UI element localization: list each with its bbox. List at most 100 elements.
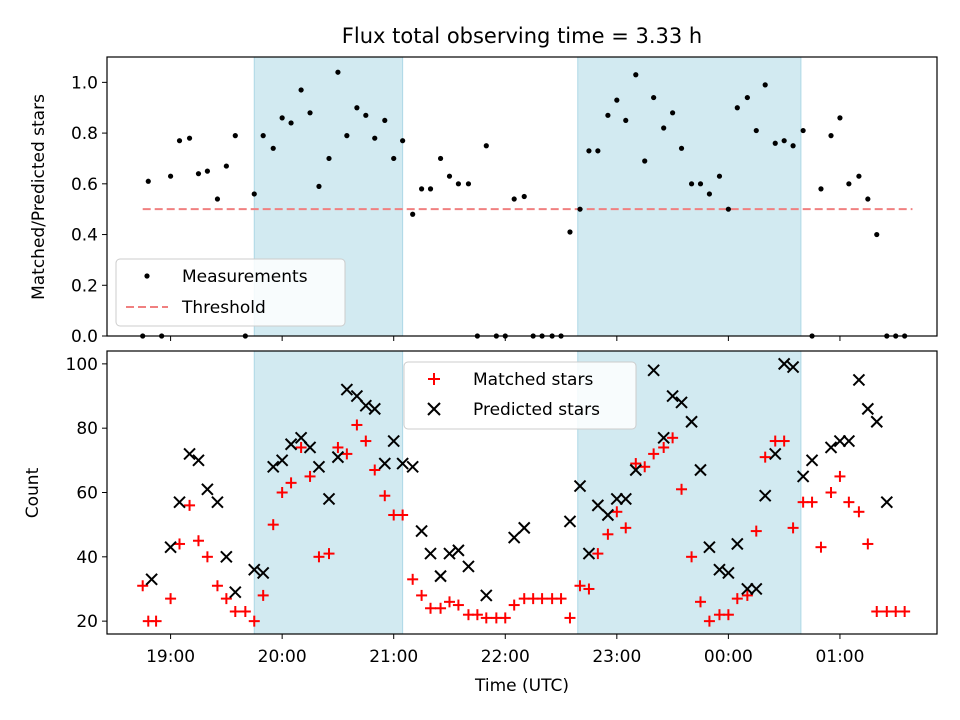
measurement-point [145,178,151,184]
predicted-star-point [145,573,158,586]
predicted-star-point [322,492,336,506]
matched-star-point [499,612,511,624]
top-y-tick-label: 1.0 [71,73,98,93]
predicted-star-point [340,383,354,396]
matched-star-point [667,432,679,444]
matched-star-point [435,602,447,614]
matched-star-point [871,605,883,617]
matched-star-point [397,509,409,521]
measurement-point [856,173,862,179]
matched-star-point [574,580,586,592]
matched-star-point [806,496,818,508]
matched-star-point [778,435,790,447]
bottom-y-tick-label: 100 [66,355,98,375]
predicted-star-point [406,460,419,473]
matched-star-point [211,580,223,592]
predicted-star-point [518,521,531,535]
predicted-star-point [694,463,707,477]
legend-threshold-label: Threshold [181,298,266,318]
matched-star-point [834,470,846,482]
predicted-star-point [303,441,317,454]
measurement-point [418,186,425,192]
bottom-legend: Matched stars Predicted stars [403,361,637,430]
predicted-star-point [378,457,391,470]
predicted-star-point [796,470,810,483]
predicted-star-point [769,447,782,461]
measurement-point [744,94,750,101]
measurement-point [605,112,611,118]
predicted-star-point [666,389,679,403]
predicted-star-point [229,585,242,599]
matched-star-point [592,548,604,560]
predicted-star-point [610,492,624,506]
matched-star-point [201,551,213,563]
predicted-star-point [601,508,615,522]
measurement-point [567,229,573,235]
matched-star-point [369,464,381,476]
top-y-axis-label: Matched/Predicted stars [29,94,49,300]
measurement-point [828,133,834,139]
predicted-star-point [275,454,289,467]
x-tick-label: 23:00 [592,647,641,667]
predicted-star-point [164,540,177,554]
measurement-point [382,117,388,124]
measurement-point [623,117,629,124]
measurement-point [363,112,369,118]
predicted-star-point [211,495,224,509]
matched-star-point [703,615,715,627]
measurement-point [688,181,695,187]
predicted-star-point [563,515,577,528]
measurement-point [818,186,824,192]
bottom-axis-ticks: 20 40 60 80 100 19:00 20:00 21:00 22:00 23:00 00:0… [66,355,865,667]
predicted-star-point [675,396,688,409]
measurement-point [697,181,704,187]
predicted-star-point [387,434,400,448]
measurement-point [706,191,713,197]
measurement-point [204,168,211,174]
predicted-star-point [657,431,670,445]
predicted-star-point [220,550,233,564]
predicted-star-point [359,399,373,412]
predicted-star-point [396,457,409,470]
matched-star-point [425,602,437,614]
measurement-point [716,173,723,179]
measurement-point [734,105,740,111]
matched-star-point [862,538,874,550]
measurement-point [521,193,527,200]
x-tick-label: 21:00 [369,647,418,667]
measurement-point [633,72,639,78]
measurement-point [781,138,787,144]
predicted-star-point [350,389,364,403]
x-tick-label: 00:00 [704,647,753,667]
measurement-point [298,87,304,93]
measurement-point [670,110,676,116]
predicted-star-point [573,479,587,493]
measurement-point [427,186,434,192]
matched-star-point [150,615,162,627]
measurement-point [753,127,759,134]
matched-star-point [787,522,799,534]
x-tick-label: 20:00 [258,647,307,667]
matched-star-point [620,522,632,534]
predicted-star-point [805,454,819,467]
measurement-point [595,148,601,154]
matched-star-point [267,519,279,531]
predicted-star-point [415,524,428,538]
measurement-point [800,127,806,134]
predicted-star-point [741,582,754,596]
legend-matched-label: Matched stars [473,370,593,390]
matched-star-point [257,589,269,601]
predicted-star-point [647,364,660,377]
measurement-point [455,181,462,187]
matched-star-point [184,499,196,511]
predicted-star-point [852,373,866,387]
matched-star-point [564,612,576,624]
matched-star-point [639,461,651,473]
measurement-points [140,69,908,339]
measurement-point [614,97,620,103]
matched-star-point [611,506,623,518]
matched-star-point [360,435,372,447]
predicted-star-point [833,434,847,448]
predicted-star-point [248,563,261,576]
predicted-star-point [629,463,642,477]
